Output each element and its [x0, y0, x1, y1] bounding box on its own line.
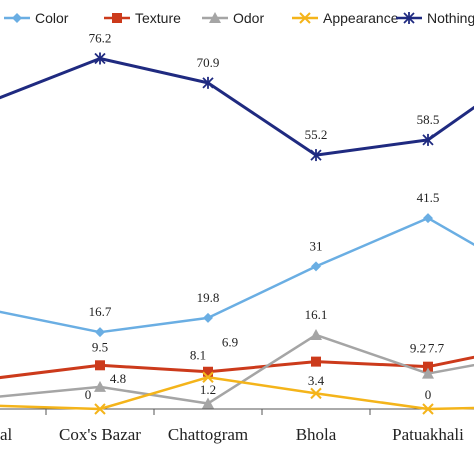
data-label-nothing-4: 58.5 — [417, 112, 440, 127]
data-labels: 16.719.83141.56.39.58.19.22.34.816.17.70… — [85, 30, 445, 402]
legend-marker-color — [12, 13, 22, 23]
legend-marker-texture — [112, 13, 122, 23]
series-line-color — [0, 216, 474, 334]
data-label-texture-2: 8.1 — [190, 348, 206, 363]
point-appearance-3 — [310, 387, 322, 400]
legend: Color Texture Odor Appearance Nothing — [4, 10, 474, 26]
x-tick-labels: al Cox's Bazar Chattogram Bhola Patuakhali — [0, 425, 464, 444]
x-tick-label-3: Bhola — [296, 425, 337, 444]
series-line-texture — [0, 355, 474, 380]
point-odor-3 — [310, 328, 322, 340]
data-label-color-2: 19.8 — [197, 290, 220, 305]
data-label-extra-1: 3.4 — [308, 373, 325, 388]
point-appearance-1 — [94, 403, 106, 415]
x-tick-label-0: al — [0, 425, 13, 444]
data-label-texture-1: 9.5 — [92, 339, 108, 354]
series-lines — [0, 56, 474, 411]
x-tick-label-2: Chattogram — [168, 425, 248, 444]
data-label-nothing-2: 70.9 — [197, 55, 220, 70]
data-label-appearance-4: 0 — [425, 387, 432, 402]
point-color-3 — [311, 261, 321, 272]
data-label-nothing-1: 76.2 — [89, 30, 112, 45]
data-label-odor-3: 16.1 — [305, 307, 328, 322]
legend-marker-odor — [209, 12, 221, 23]
legend-label-color: Color — [35, 10, 69, 26]
x-tick-label-4: Patuakhali — [392, 425, 464, 444]
point-nothing-1 — [94, 52, 106, 65]
data-label-odor-1: 4.8 — [110, 371, 126, 386]
legend-marker-nothing — [403, 12, 415, 24]
point-color-4 — [423, 213, 433, 224]
series-markers — [94, 52, 434, 415]
point-color-1 — [95, 327, 105, 338]
series-line-nothing — [0, 56, 474, 157]
point-nothing-4 — [422, 133, 434, 146]
series-line-odor — [0, 333, 474, 405]
legend-marker-appearance — [299, 12, 311, 24]
point-texture-4 — [423, 361, 433, 372]
point-odor-1 — [94, 380, 106, 392]
data-label-odor-4: 7.7 — [428, 341, 445, 356]
data-label-extra-0: 1.2 — [200, 382, 216, 397]
point-odor-2 — [202, 397, 214, 409]
legend-label-odor: Odor — [233, 10, 264, 26]
point-appearance-2 — [202, 371, 214, 383]
legend-label-texture: Texture — [135, 10, 181, 26]
point-nothing-3 — [310, 149, 322, 162]
point-color-2 — [203, 312, 213, 323]
data-label-texture-4: 9.2 — [410, 341, 426, 356]
point-texture-2 — [203, 366, 213, 377]
x-tick-label-1: Cox's Bazar — [59, 425, 141, 444]
point-odor-4 — [422, 367, 434, 379]
series-line-appearance — [0, 376, 474, 411]
point-texture-3 — [311, 356, 321, 367]
point-appearance-4 — [422, 403, 434, 415]
data-label-nothing-3: 55.2 — [305, 127, 328, 142]
point-texture-1 — [95, 360, 105, 371]
data-label-appearance-2: 6.9 — [222, 334, 238, 349]
point-nothing-2 — [202, 76, 214, 89]
legend-label-nothing: Nothing — [427, 10, 474, 26]
data-label-color-4: 41.5 — [417, 190, 440, 205]
legend-label-appearance: Appearance — [323, 10, 399, 26]
data-label-color-1: 16.7 — [89, 304, 112, 319]
data-label-color-3: 31 — [310, 238, 323, 253]
data-label-appearance-1: 0 — [85, 387, 92, 402]
